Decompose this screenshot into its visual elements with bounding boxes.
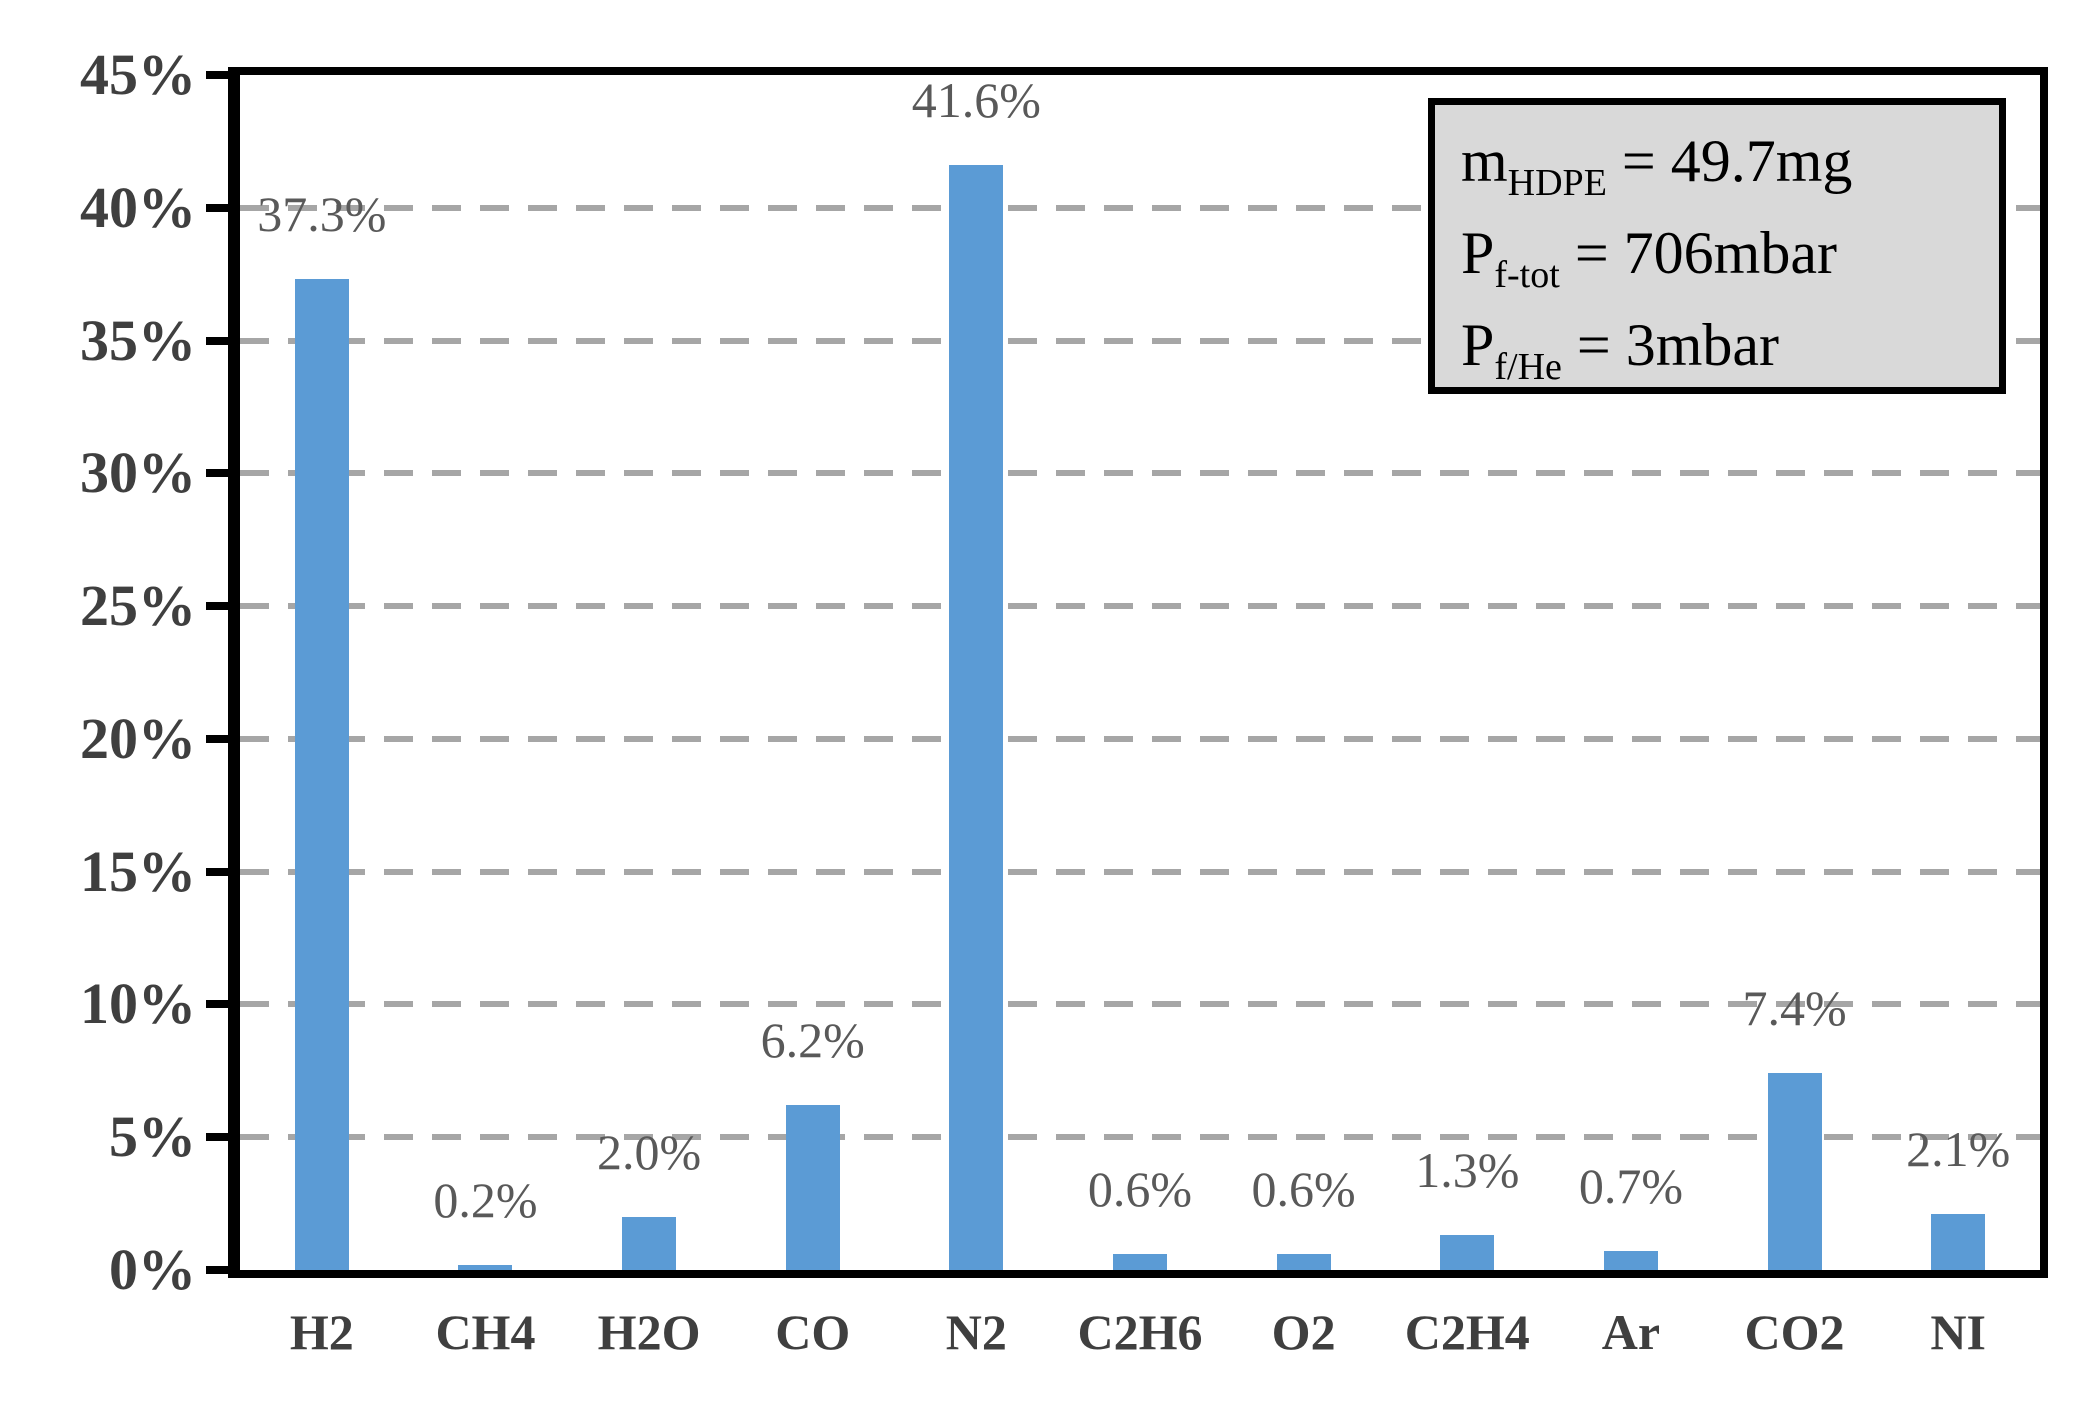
annotation-symbol: P xyxy=(1461,312,1495,378)
annotation-subscript: f/He xyxy=(1494,346,1562,388)
y-axis-tick xyxy=(206,336,232,345)
gridline xyxy=(240,470,2040,477)
y-axis-tick xyxy=(206,203,232,212)
annotation-value: = 706mbar xyxy=(1559,220,1837,286)
bar-value-label: 6.2% xyxy=(760,1012,865,1069)
gridline xyxy=(240,868,2040,875)
x-axis-category-label: CO xyxy=(775,1304,851,1360)
gridline xyxy=(240,204,2040,211)
y-axis-tick-label: 0% xyxy=(109,1237,196,1302)
annotation-value: = 3mbar xyxy=(1561,312,1780,378)
bar xyxy=(785,1105,840,1270)
bar xyxy=(294,279,349,1270)
y-axis-tick-label: 35% xyxy=(80,307,196,373)
y-axis-tick-label: 15% xyxy=(80,838,196,904)
bar xyxy=(1603,1251,1658,1270)
annotation-symbol: m xyxy=(1461,128,1508,194)
bar xyxy=(1931,1214,1986,1270)
annotation-symbol: P xyxy=(1461,220,1495,286)
y-axis-tick-label: 45% xyxy=(80,42,196,107)
bar xyxy=(949,165,1004,1270)
annotation-box: mHDPE = 49.7mg Pf-tot = 706mbar Pf/He = 3m… xyxy=(1428,98,2006,394)
x-axis-category-label: H2O xyxy=(597,1304,701,1360)
bar-value-label: 1.3% xyxy=(1415,1142,1520,1199)
bar xyxy=(1113,1254,1167,1270)
x-axis-category-label: CH4 xyxy=(435,1304,536,1360)
annotation-line: Pf-tot = 706mbar xyxy=(1461,207,1999,299)
bar xyxy=(1767,1073,1822,1270)
bar xyxy=(1276,1254,1331,1270)
bar-value-label: 2.0% xyxy=(597,1123,702,1180)
bar-value-label: 41.6% xyxy=(911,72,1041,129)
bar-value-label: 2.1% xyxy=(1906,1121,2011,1178)
bar-value-label: 37.3% xyxy=(257,186,387,243)
bar-value-label: 0.7% xyxy=(1578,1158,1683,1215)
annotation-subscript: f-tot xyxy=(1494,254,1560,296)
y-axis-tick-label: 5% xyxy=(109,1104,196,1170)
annotation-subscript: HDPE xyxy=(1507,162,1607,204)
y-axis-tick xyxy=(206,867,232,876)
x-axis-category-label: O2 xyxy=(1271,1304,1336,1360)
x-axis-category-label: Ar xyxy=(1601,1304,1661,1360)
x-axis-category-label: NI xyxy=(1930,1304,1986,1360)
x-axis-category-label: CO2 xyxy=(1744,1304,1845,1360)
gridline xyxy=(240,603,2040,610)
annotation-line: Pf/He = 3mbar xyxy=(1461,299,1999,391)
bar-value-label: 0.6% xyxy=(1087,1161,1193,1218)
x-axis-category-label: H2 xyxy=(289,1304,354,1360)
x-axis-category-label: C2H4 xyxy=(1404,1304,1530,1360)
bar xyxy=(1440,1235,1495,1270)
y-axis-tick-label: 25% xyxy=(80,573,196,639)
y-axis-tick xyxy=(206,1133,232,1142)
bar-value-label: 0.6% xyxy=(1251,1161,1356,1218)
bar xyxy=(458,1264,513,1270)
y-axis-tick xyxy=(206,734,232,743)
bar-value-label: 7.4% xyxy=(1742,980,1847,1037)
bar xyxy=(622,1216,677,1270)
y-axis-tick xyxy=(206,1000,232,1009)
y-axis-tick xyxy=(206,71,232,79)
y-axis-tick-label: 40% xyxy=(80,174,196,240)
gridline xyxy=(240,1001,2040,1008)
x-axis-category-label: N2 xyxy=(945,1304,1007,1360)
annotation-value: = 49.7mg xyxy=(1606,128,1853,194)
x-axis-category-label: C2H6 xyxy=(1077,1304,1203,1360)
y-axis-tick xyxy=(206,1266,232,1274)
y-axis-tick xyxy=(206,602,232,611)
gridline xyxy=(240,735,2040,742)
bar-value-label: 0.2% xyxy=(433,1171,538,1228)
gridline xyxy=(240,1134,2040,1141)
y-axis-tick-label: 20% xyxy=(80,705,196,771)
gridline xyxy=(240,337,2040,344)
y-axis-tick-label: 30% xyxy=(80,440,196,506)
annotation-line: mHDPE = 49.7mg xyxy=(1461,115,1999,207)
y-axis-tick xyxy=(206,469,232,478)
y-axis-tick-label: 10% xyxy=(80,971,196,1037)
